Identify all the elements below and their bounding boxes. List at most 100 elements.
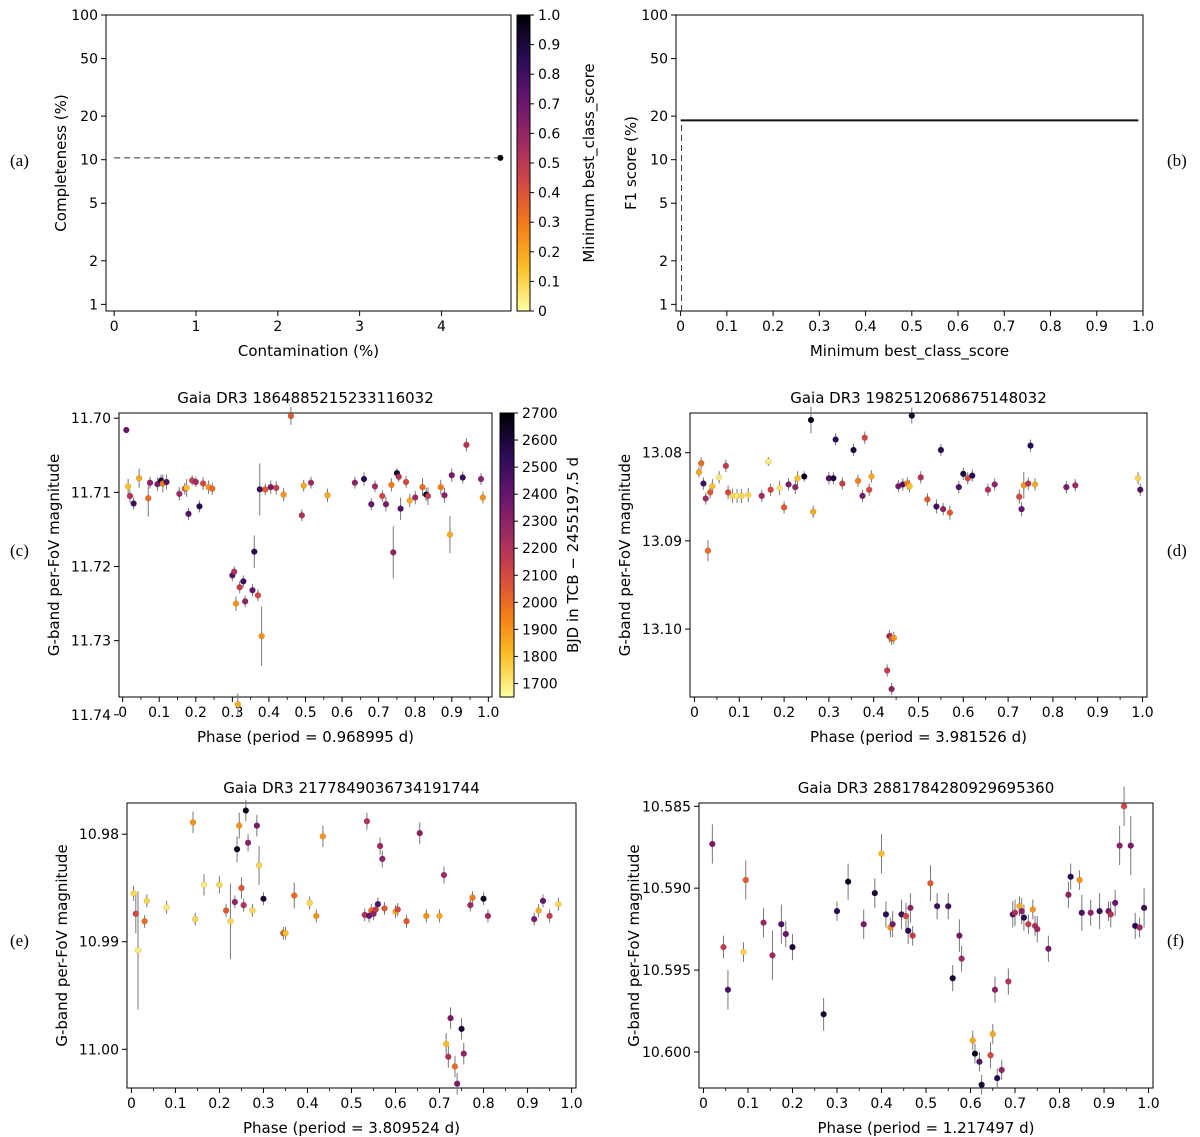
data-point: [1027, 442, 1034, 449]
data-point: [882, 911, 890, 918]
data-point: [199, 480, 207, 487]
data-point: [185, 510, 192, 518]
y-tick-label: 13.10: [642, 622, 682, 638]
colorbar-tick-label: 2400: [522, 487, 558, 503]
data-point: [991, 481, 998, 488]
data-point: [447, 1014, 454, 1022]
x-tick-label: 1.0: [1132, 319, 1154, 335]
data-point: [231, 898, 239, 906]
y-tick-label: 20: [650, 109, 668, 125]
data-point: [236, 584, 243, 591]
x-axis-label: Phase (period = 3.809524 d): [243, 1119, 460, 1137]
data-point: [233, 846, 241, 853]
x-tick-label: 0.7: [1004, 1096, 1026, 1112]
data-point: [368, 501, 375, 508]
data-point: [760, 919, 767, 926]
data-point: [403, 918, 410, 925]
x-tick-label: 0.4: [296, 1096, 318, 1112]
x-axis-label: Phase (period = 1.217497 d): [817, 1119, 1034, 1137]
x-axis-label: Contamination (%): [238, 342, 379, 360]
data-point: [143, 897, 151, 905]
y-tick-label: 2: [89, 254, 98, 270]
data-point: [801, 473, 808, 480]
data-point: [376, 842, 384, 850]
x-tick-label: 0.7: [993, 319, 1015, 335]
data-point: [192, 915, 199, 923]
data-point: [453, 1080, 461, 1087]
x-tick-label: 0.2: [762, 319, 784, 335]
y-tick-label: 1: [659, 297, 668, 313]
chart-title: Gaia DR3 1864885215233116032: [177, 389, 434, 407]
y-axis-label: G-band per-FoV magnitude: [45, 454, 63, 656]
data-point: [1120, 803, 1128, 810]
data-point: [374, 900, 382, 908]
data-point: [1034, 925, 1041, 933]
panel-label: (b): [1167, 151, 1187, 170]
data-point: [794, 475, 801, 482]
x-tick-label: 1.0: [560, 1096, 582, 1112]
colorbar-tick-label: 1.0: [538, 8, 560, 24]
y-tick-label: 50: [650, 52, 668, 68]
data-point: [958, 955, 965, 962]
data-point: [946, 509, 954, 516]
x-tick-label: 0.1: [728, 705, 750, 721]
data-point: [904, 927, 912, 934]
panel-d: 0 0.1 0.2 0.3 0.4 0.5 0.6 0.7 0.8 0.9 1.0 13.08 13.0…: [616, 389, 1187, 746]
data-point: [307, 479, 315, 486]
data-point: [722, 462, 730, 470]
x-tick-label: 3: [355, 319, 364, 335]
data-point: [1076, 876, 1083, 884]
data-point: [998, 1066, 1005, 1074]
data-point: [878, 850, 885, 857]
x-tick-label: 0.5: [901, 319, 923, 335]
data-point: [135, 475, 143, 482]
data-point: [463, 441, 470, 449]
data-point: [1018, 907, 1025, 915]
data-point: [695, 468, 703, 476]
x-tick-label: 0.8: [1042, 705, 1064, 721]
x-tick-label: 0.3: [221, 705, 243, 721]
data-point: [969, 472, 976, 479]
data-point: [945, 902, 952, 910]
colorbar-label: BJD in TCB − 2455197.5 d: [564, 457, 582, 653]
data-point: [451, 1063, 459, 1070]
data-point: [130, 500, 137, 507]
data-point: [423, 912, 430, 920]
data-point: [765, 458, 772, 465]
y-tick-label: 1: [89, 297, 98, 313]
colorbar-tick-label: 2200: [522, 541, 558, 557]
data-point: [832, 436, 839, 443]
data-point: [262, 486, 269, 493]
data-point: [132, 910, 140, 917]
data-point: [267, 483, 274, 491]
x-tick-label: 0: [690, 705, 699, 721]
data-point: [412, 494, 419, 501]
data-point: [477, 475, 485, 483]
data-point: [742, 876, 749, 884]
data-point: [232, 600, 240, 607]
data-point: [960, 470, 967, 478]
data-point: [767, 486, 774, 493]
x-tick-label: 0.9: [1087, 705, 1109, 721]
colorbar-tick-label: 1900: [522, 622, 558, 638]
x-tick-label: 0.1: [716, 319, 738, 335]
colorbar-tick-label: 0.3: [538, 215, 560, 231]
data-point: [242, 807, 250, 814]
data-point: [758, 492, 765, 500]
data-point: [256, 486, 263, 493]
data-point: [402, 478, 410, 486]
chart-title: Gaia DR3 1982512068675148032: [790, 389, 1047, 407]
data-point: [890, 634, 898, 642]
data-point: [360, 475, 368, 483]
x-tick-label: 0.4: [854, 319, 876, 335]
data-point: [1011, 909, 1019, 916]
data-point: [776, 484, 783, 492]
data-point: [300, 482, 307, 489]
data-point: [861, 434, 868, 441]
data-point: [820, 1011, 827, 1018]
colorbar-tick-label: 2500: [522, 460, 558, 476]
x-tick-label: 0.5: [915, 1096, 937, 1112]
data-point: [871, 889, 879, 897]
x-axis-label: Phase (period = 3.981526 d): [810, 728, 1027, 746]
data-point: [906, 483, 913, 490]
